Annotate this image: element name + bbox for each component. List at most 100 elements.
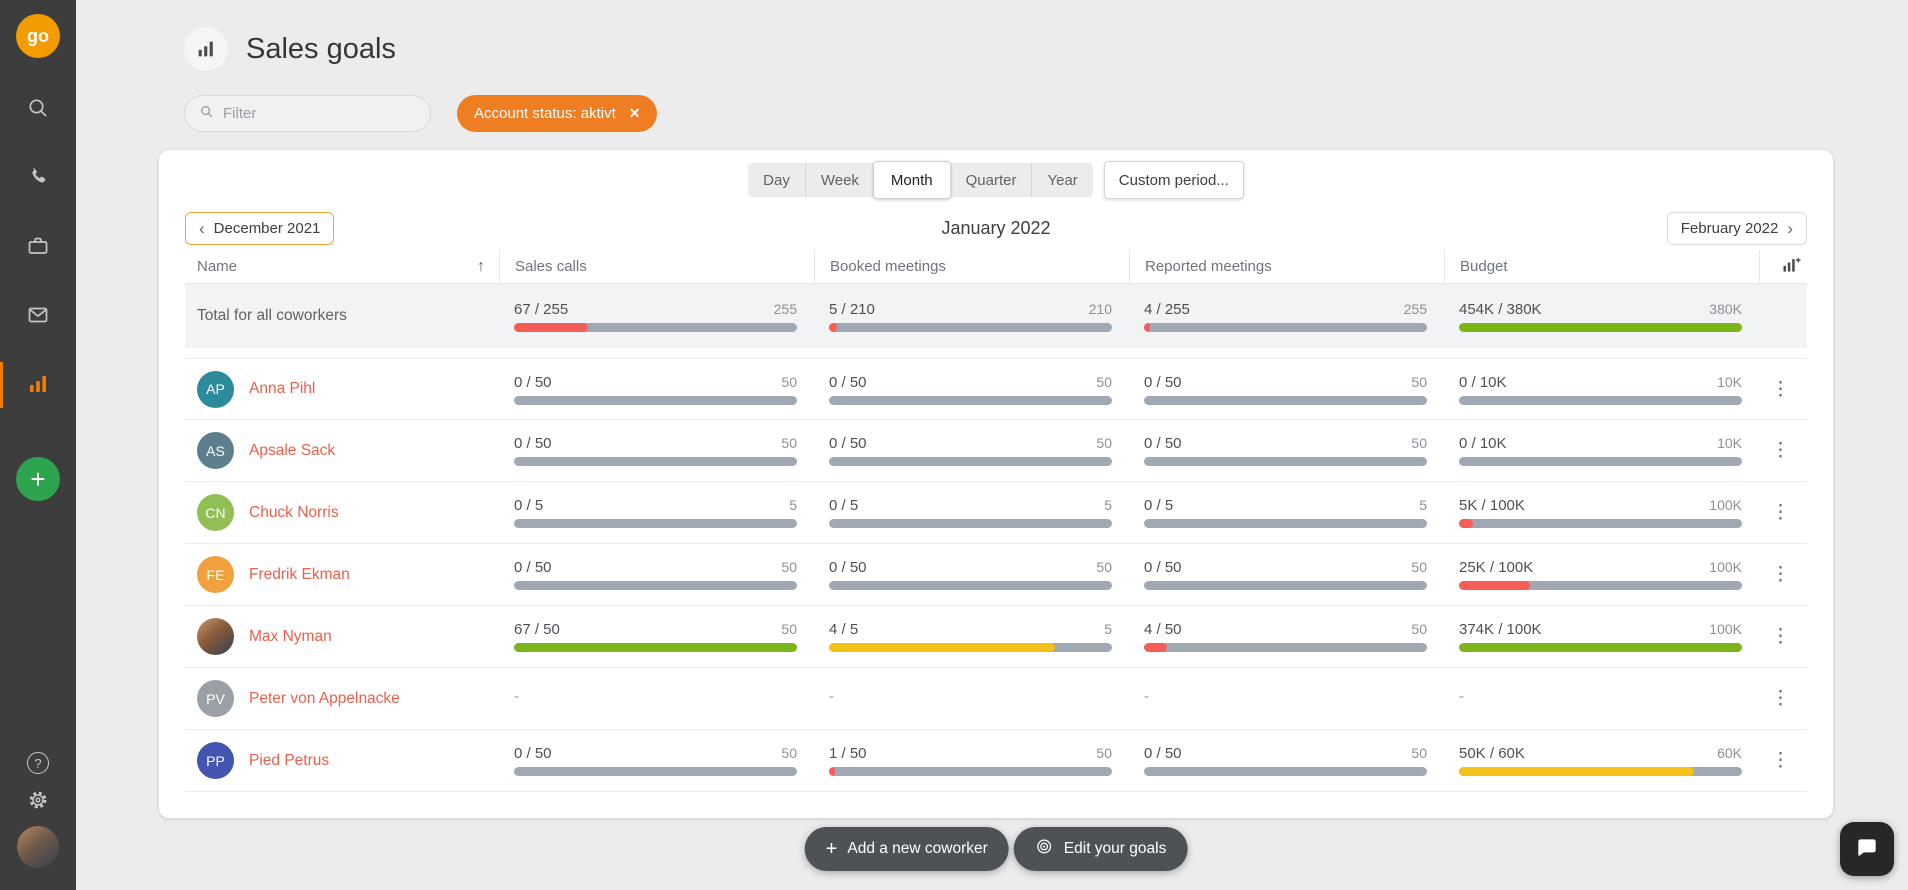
row-menu-icon[interactable]: ⋮	[1771, 502, 1790, 523]
progress-bar	[1144, 457, 1427, 466]
coworker-name-link[interactable]: Pied Petrus	[249, 751, 330, 769]
avatar-initials: PV	[197, 680, 234, 717]
column-header-name[interactable]: Name ↑	[185, 250, 499, 283]
chat-launcher-button[interactable]	[1840, 822, 1894, 876]
add-coworker-label: Add a new coworker	[847, 840, 988, 857]
table-header: Name ↑ Sales calls Booked meetings Repor…	[185, 250, 1807, 284]
sidebar-nav: +	[0, 86, 76, 501]
metric-value: 0 / 5	[514, 497, 544, 514]
metric-cell: 0 / 50 50	[499, 559, 814, 590]
sidebar-item-search[interactable]	[0, 86, 76, 132]
progress-bar	[514, 322, 797, 332]
column-header-reported-meetings[interactable]: Reported meetings	[1129, 250, 1444, 283]
metric-cell: 0 / 50 50	[499, 374, 814, 405]
tab-week[interactable]: Week	[804, 163, 874, 197]
avatar-initials: PP	[197, 742, 234, 779]
custom-period-button[interactable]: Custom period...	[1103, 161, 1244, 199]
add-report-icon[interactable]	[1781, 255, 1801, 279]
coworker-cell: PV Peter von Appelnacke	[185, 680, 499, 717]
bar-chart-icon	[26, 372, 50, 399]
row-menu-icon[interactable]: ⋮	[1771, 750, 1790, 771]
sidebar-item-mail[interactable]	[0, 293, 76, 339]
add-coworker-button[interactable]: + Add a new coworker	[804, 827, 1009, 871]
coworker-cell: PP Pied Petrus	[185, 742, 499, 779]
row-menu-icon[interactable]: ⋮	[1771, 688, 1790, 709]
metric-value: -	[1459, 687, 1464, 705]
coworker-name-link[interactable]: Apsale Sack	[249, 441, 336, 459]
filter-input-wrapper[interactable]	[184, 95, 431, 132]
progress-bar	[1144, 643, 1427, 652]
next-month-button[interactable]: February 2022 ›	[1666, 211, 1807, 245]
metric-max: 255	[1403, 300, 1427, 317]
metric-value: 0 / 50	[829, 373, 867, 391]
user-avatar[interactable]	[17, 826, 59, 868]
progress-bar	[1459, 457, 1742, 466]
row-menu-icon[interactable]: ⋮	[1771, 378, 1790, 400]
metric-value: 67 / 50	[514, 621, 560, 638]
search-icon	[26, 96, 50, 123]
metric-cell: 4 / 255 255	[1129, 301, 1444, 332]
column-header-budget[interactable]: Budget	[1444, 250, 1759, 283]
metric-value: 1 / 50	[829, 745, 867, 762]
total-row-label: Total for all coworkers	[197, 307, 347, 324]
sidebar-item-deals[interactable]	[0, 224, 76, 270]
coworker-name-link[interactable]: Max Nyman	[249, 627, 332, 645]
metric-max: 60K	[1717, 745, 1742, 761]
settings-gear-icon[interactable]	[27, 789, 49, 811]
sort-ascending-icon[interactable]: ↑	[477, 257, 485, 275]
edit-goals-button[interactable]: Edit your goals	[1013, 827, 1188, 871]
metric-max: 255	[773, 300, 797, 317]
tab-month[interactable]: Month	[872, 161, 951, 199]
sidebar-item-sales-goals[interactable]	[0, 362, 76, 408]
coworker-cell: CN Chuck Norris	[185, 494, 499, 531]
metric-value: 0 / 50	[1144, 373, 1182, 391]
app-logo[interactable]: go	[16, 14, 60, 58]
sidebar: go + ?	[0, 0, 76, 890]
progress-bar	[1459, 519, 1742, 528]
row-menu-cell: ⋮	[1759, 559, 1807, 590]
help-icon[interactable]: ?	[27, 752, 49, 774]
chat-bubble-icon	[1854, 835, 1880, 864]
avatar-photo	[197, 618, 234, 655]
column-header-booked-meetings[interactable]: Booked meetings	[814, 250, 1129, 283]
coworker-name-link[interactable]: Fredrik Ekman	[249, 565, 350, 583]
plus-icon: +	[825, 838, 838, 860]
metric-value: 0 / 5	[1144, 497, 1174, 514]
metric-max: 50	[781, 435, 797, 451]
metric-value: 0 / 10K	[1459, 373, 1507, 391]
progress-bar	[514, 767, 797, 776]
metric-cell: 4 / 5 5	[814, 621, 1129, 652]
coworker-name-link[interactable]: Anna Pihl	[249, 380, 316, 397]
metric-value: 4 / 255	[1144, 300, 1190, 318]
progress-bar	[514, 519, 797, 528]
row-menu-icon[interactable]: ⋮	[1771, 626, 1790, 647]
goals-table: Name ↑ Sales calls Booked meetings Repor…	[159, 250, 1833, 792]
metric-cell: -	[1444, 688, 1759, 710]
filter-input[interactable]	[223, 105, 416, 122]
prev-month-button[interactable]: ‹ December 2021	[185, 211, 335, 245]
progress-bar	[829, 457, 1112, 466]
filter-chip-account-status[interactable]: Account status: aktivt ✕	[457, 95, 658, 132]
metric-cell: 454K / 380K 380K	[1444, 301, 1759, 332]
column-header-sales-calls[interactable]: Sales calls	[499, 250, 814, 283]
table-row: PV Peter von Appelnacke - - - - ⋮	[185, 668, 1807, 730]
progress-bar	[1144, 581, 1427, 590]
add-new-button[interactable]: +	[16, 457, 60, 501]
row-menu-icon[interactable]: ⋮	[1771, 440, 1790, 461]
row-menu-icon[interactable]: ⋮	[1771, 564, 1790, 585]
metric-cell: 0 / 10K 10K	[1444, 374, 1759, 405]
metric-max: 50	[1411, 559, 1427, 575]
metric-value: 5K / 100K	[1459, 497, 1525, 514]
coworker-name-link[interactable]: Peter von Appelnacke	[249, 689, 400, 707]
chip-close-icon[interactable]: ✕	[628, 105, 641, 121]
metric-max: 380K	[1709, 300, 1742, 317]
tab-day[interactable]: Day	[748, 163, 805, 197]
tab-year[interactable]: Year	[1031, 163, 1092, 197]
tab-quarter[interactable]: Quarter	[949, 163, 1032, 197]
metric-max: 50	[781, 745, 797, 761]
metric-cell: 25K / 100K 100K	[1444, 559, 1759, 590]
sidebar-item-calls[interactable]	[0, 155, 76, 201]
coworker-name-link[interactable]: Chuck Norris	[249, 503, 339, 521]
metric-max: 50	[1411, 745, 1427, 761]
search-icon	[199, 104, 214, 124]
